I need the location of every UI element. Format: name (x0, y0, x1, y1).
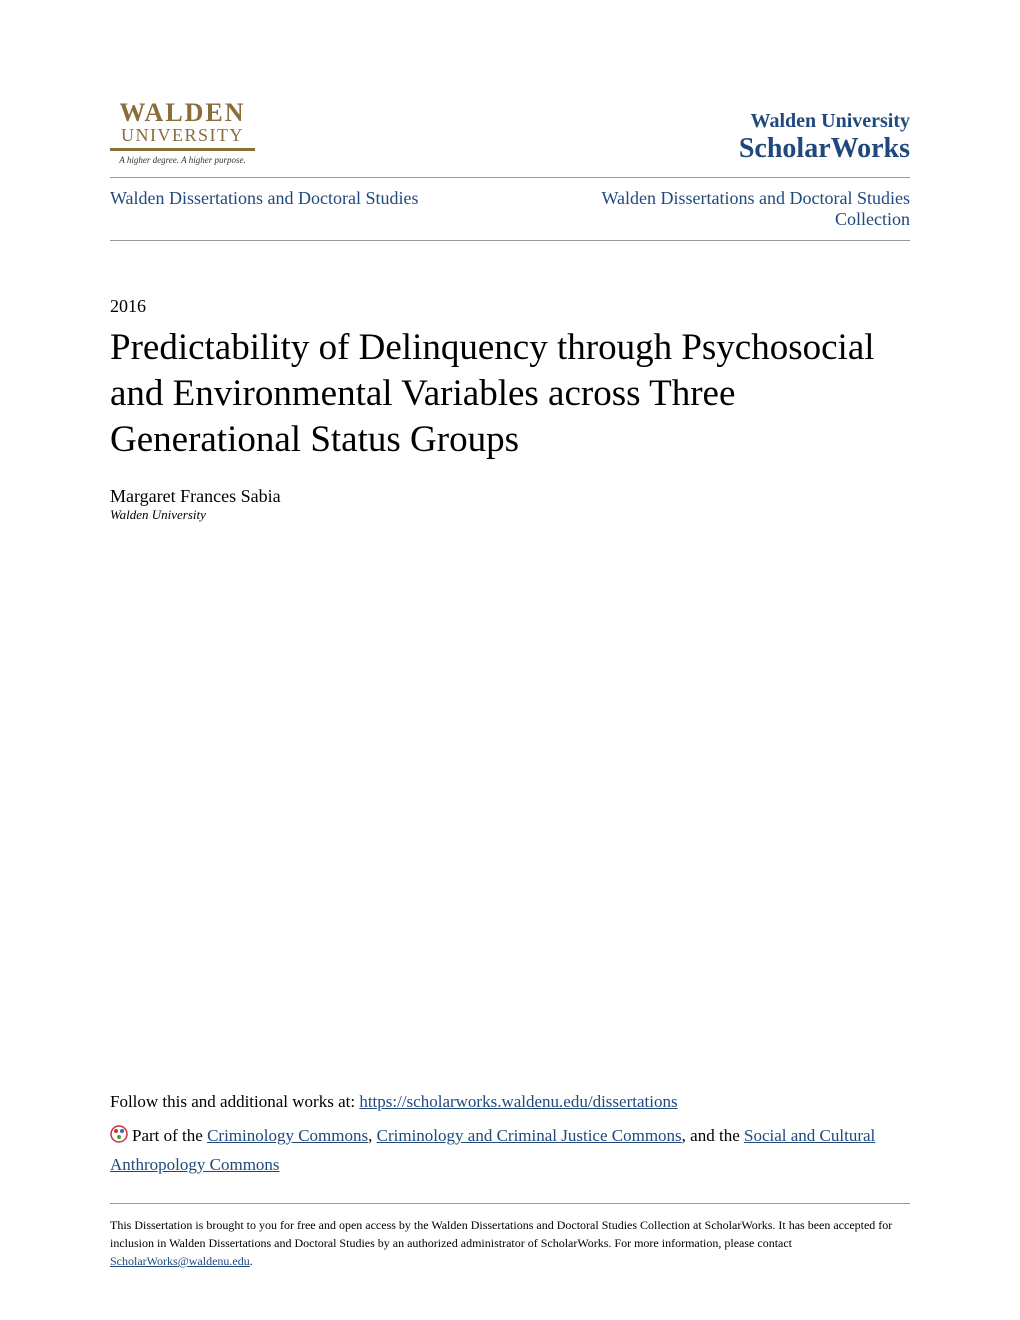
network-commons-icon (110, 1124, 128, 1151)
follow-prefix: Follow this and additional works at: (110, 1092, 359, 1111)
scholarworks-university: Walden University (739, 110, 910, 133)
scholarworks-block: Walden University ScholarWorks (739, 110, 910, 165)
logo-line1: WALDEN (119, 100, 245, 126)
follow-url-link[interactable]: https://scholarworks.waldenu.edu/dissert… (359, 1092, 677, 1111)
commons-link-1[interactable]: Criminology Commons (207, 1126, 368, 1145)
contact-email-link[interactable]: ScholarWorks@waldenu.edu (110, 1254, 250, 1268)
disclaimer-part2: . (250, 1254, 253, 1268)
publication-year: 2016 (110, 296, 910, 317)
part-of-sep2: , and the (682, 1126, 744, 1145)
document-title: Predictability of Delinquency through Ps… (110, 325, 910, 464)
logo-underline (110, 148, 255, 151)
disclaimer-text: This Dissertation is brought to you for … (110, 1216, 910, 1270)
part-of-section: Part of the Criminology Commons, Crimino… (110, 1122, 910, 1178)
divider-bottom (110, 1203, 910, 1204)
document-page: WALDEN UNIVERSITY A higher degree. A hig… (0, 0, 1020, 1320)
breadcrumb-row: Walden Dissertations and Doctoral Studie… (110, 188, 910, 230)
bottom-section: Follow this and additional works at: htt… (110, 1092, 910, 1270)
divider-mid (110, 240, 910, 241)
disclaimer-part1: This Dissertation is brought to you for … (110, 1218, 892, 1250)
part-of-prefix: Part of the (132, 1126, 207, 1145)
logo-tagline: A higher degree. A higher purpose. (119, 155, 245, 165)
part-of-sep1: , (368, 1126, 377, 1145)
follow-section: Follow this and additional works at: htt… (110, 1092, 910, 1112)
institution-logo: WALDEN UNIVERSITY A higher degree. A hig… (110, 100, 255, 165)
author-affiliation: Walden University (110, 507, 910, 523)
author-name: Margaret Frances Sabia (110, 486, 910, 507)
nav-right-link[interactable]: Walden Dissertations and Doctoral Studie… (530, 188, 910, 230)
commons-link-2[interactable]: Criminology and Criminal Justice Commons (377, 1126, 682, 1145)
divider-top (110, 177, 910, 178)
scholarworks-brand: ScholarWorks (739, 133, 910, 165)
logo-line2: UNIVERSITY (121, 126, 244, 146)
nav-left-link[interactable]: Walden Dissertations and Doctoral Studie… (110, 188, 419, 209)
header-row: WALDEN UNIVERSITY A higher degree. A hig… (110, 100, 910, 165)
